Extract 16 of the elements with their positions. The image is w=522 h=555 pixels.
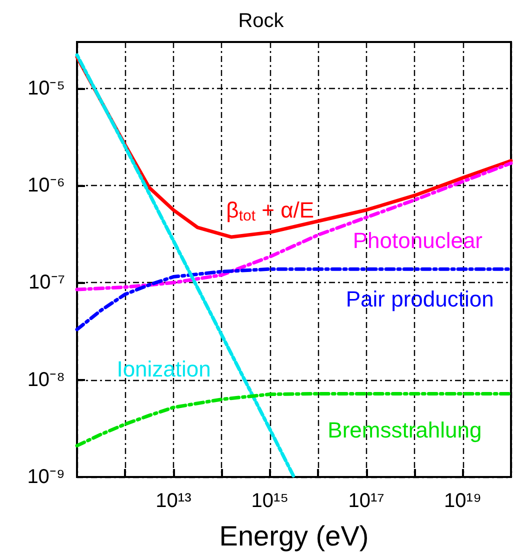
x-tick-label: 10¹⁹ [444,490,482,512]
series-label: Bremsstrahlung [328,418,482,443]
y-tick-label: 10⁻⁵ [27,77,65,100]
series-label: Photonuclear [352,228,483,253]
line-series [75,161,513,292]
x-tick-label: 10¹⁵ [251,490,288,512]
y-tick-label: 10⁻⁸ [27,368,65,391]
series-label: Ionization [116,356,211,382]
x-tick-label: 10¹³ [156,490,192,512]
series-label: Pair production [346,286,494,312]
x-tick-label: 10¹⁷ [348,490,384,512]
x-axis-title: Energy (eV) [219,520,369,552]
chart-title: Rock [238,10,285,32]
y-tick-label: 10⁻⁹ [27,466,65,488]
y-tick-label: 10⁻⁶ [28,174,65,197]
y-tick-label: 10⁻⁷ [28,272,65,294]
